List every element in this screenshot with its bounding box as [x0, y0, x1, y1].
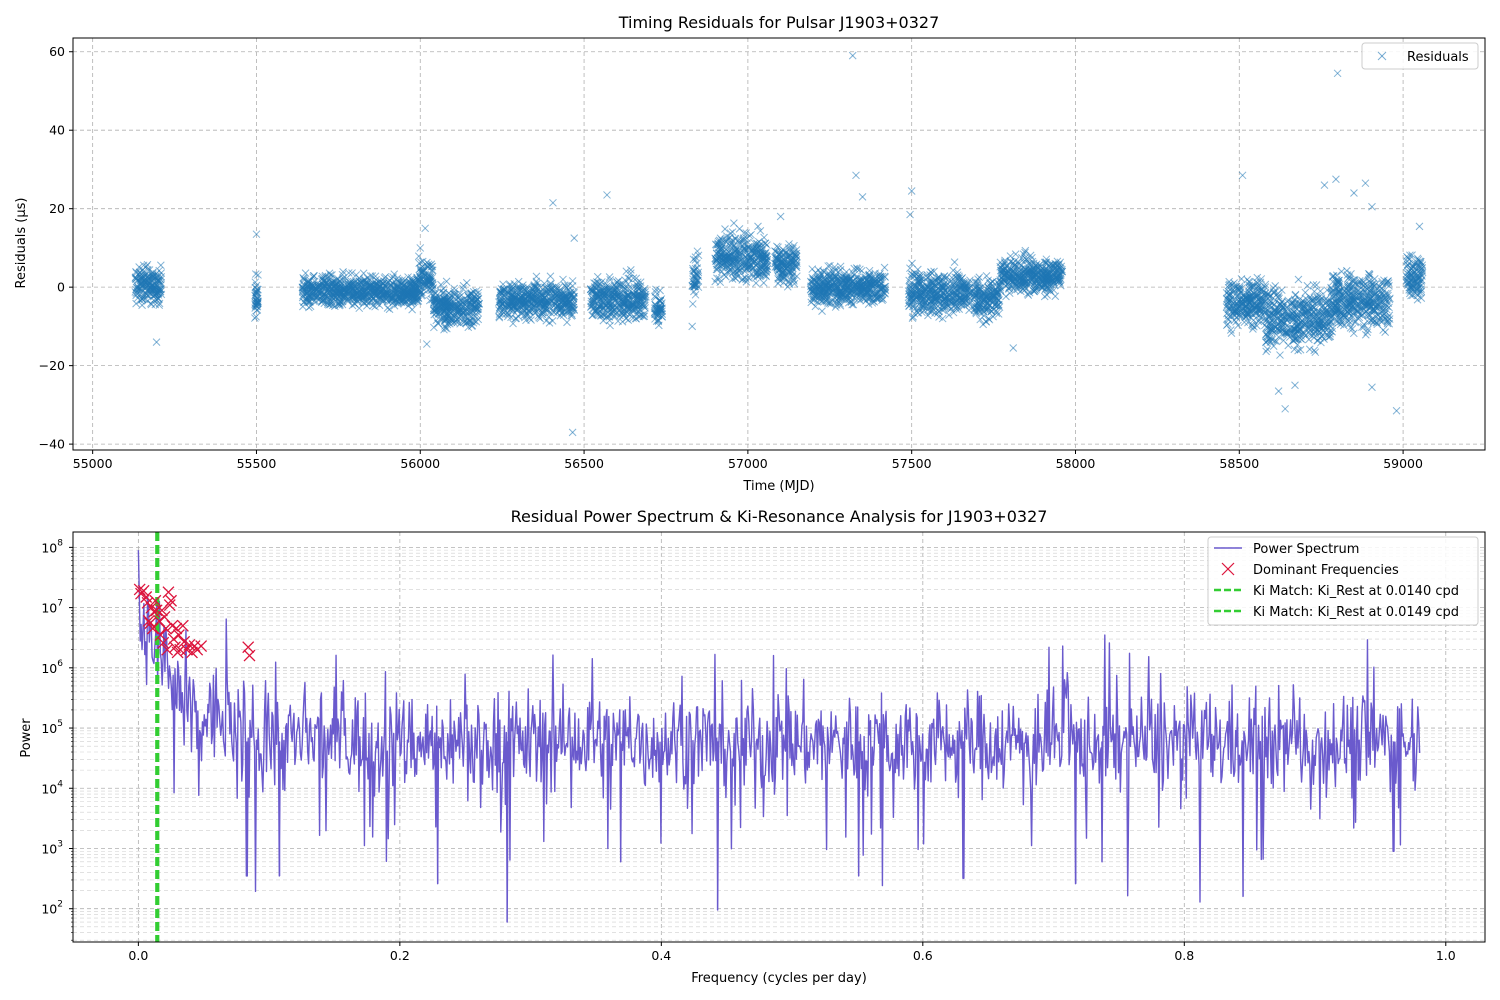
residual-point	[150, 290, 159, 299]
residual-point	[155, 266, 164, 275]
residual-point	[147, 300, 156, 309]
residual-point	[149, 269, 157, 278]
residuals-panel: Timing Residuals for Pulsar J1903+0327 5…	[14, 13, 1486, 494]
residuals-chart-title: Timing Residuals for Pulsar J1903+0327	[618, 13, 940, 32]
residual-point	[136, 290, 144, 299]
residual-point	[141, 275, 150, 284]
residual-point	[138, 301, 146, 310]
residual-point	[132, 299, 140, 308]
residual-point	[151, 274, 160, 283]
residual-point	[149, 268, 157, 277]
residual-point	[134, 286, 143, 294]
residual-point	[155, 301, 164, 310]
residual-point	[137, 273, 146, 281]
residual-point	[131, 275, 140, 284]
residual-point	[141, 283, 150, 292]
residual-point	[254, 271, 262, 279]
residual-point	[133, 283, 141, 292]
residual-point	[143, 260, 152, 269]
residuals-points	[131, 51, 1427, 437]
residual-point	[135, 263, 143, 271]
residual-point	[155, 299, 164, 308]
residual-point	[136, 296, 145, 305]
residual-point	[154, 285, 163, 294]
residual-point	[156, 261, 165, 270]
